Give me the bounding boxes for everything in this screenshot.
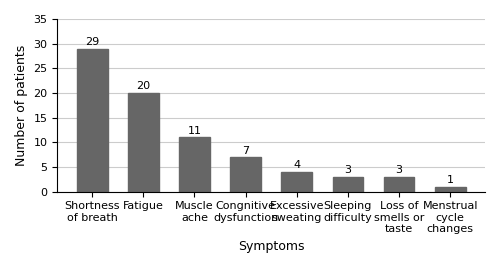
Bar bbox=[384, 177, 414, 192]
X-axis label: Symptoms: Symptoms bbox=[238, 240, 304, 253]
Text: 11: 11 bbox=[188, 126, 202, 136]
Bar bbox=[128, 93, 158, 192]
Text: 29: 29 bbox=[85, 37, 100, 47]
Text: 7: 7 bbox=[242, 146, 249, 155]
Y-axis label: Number of patients: Number of patients bbox=[15, 45, 28, 166]
Text: 4: 4 bbox=[293, 160, 300, 170]
Text: 20: 20 bbox=[136, 81, 150, 91]
Bar bbox=[435, 187, 466, 192]
Bar bbox=[230, 157, 261, 192]
Text: 1: 1 bbox=[446, 175, 454, 185]
Text: 3: 3 bbox=[396, 165, 402, 175]
Bar bbox=[179, 137, 210, 192]
Bar bbox=[77, 49, 108, 192]
Bar bbox=[282, 172, 312, 192]
Text: 3: 3 bbox=[344, 165, 352, 175]
Bar bbox=[332, 177, 364, 192]
